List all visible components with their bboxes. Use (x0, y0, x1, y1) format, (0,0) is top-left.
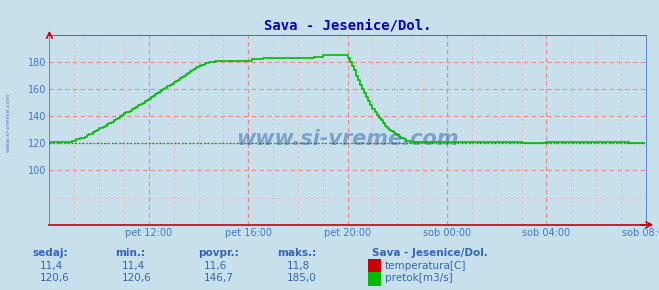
Text: pretok[m3/s]: pretok[m3/s] (385, 273, 453, 283)
Text: 11,4: 11,4 (40, 261, 63, 271)
Text: sedaj:: sedaj: (33, 248, 69, 258)
Text: 120,6: 120,6 (40, 273, 69, 283)
Text: 11,8: 11,8 (287, 261, 310, 271)
Text: 146,7: 146,7 (204, 273, 234, 283)
Text: Sava - Jesenice/Dol.: Sava - Jesenice/Dol. (372, 248, 488, 258)
Text: 120,6: 120,6 (122, 273, 152, 283)
Text: temperatura[C]: temperatura[C] (385, 261, 467, 271)
Text: 185,0: 185,0 (287, 273, 316, 283)
Text: www.si-vreme.com: www.si-vreme.com (5, 92, 11, 152)
Text: 11,6: 11,6 (204, 261, 227, 271)
Text: maks.:: maks.: (277, 248, 316, 258)
Text: min.:: min.: (115, 248, 146, 258)
Text: www.si-vreme.com: www.si-vreme.com (237, 129, 459, 149)
Text: 11,4: 11,4 (122, 261, 145, 271)
Text: povpr.:: povpr.: (198, 248, 239, 258)
Title: Sava - Jesenice/Dol.: Sava - Jesenice/Dol. (264, 18, 432, 32)
